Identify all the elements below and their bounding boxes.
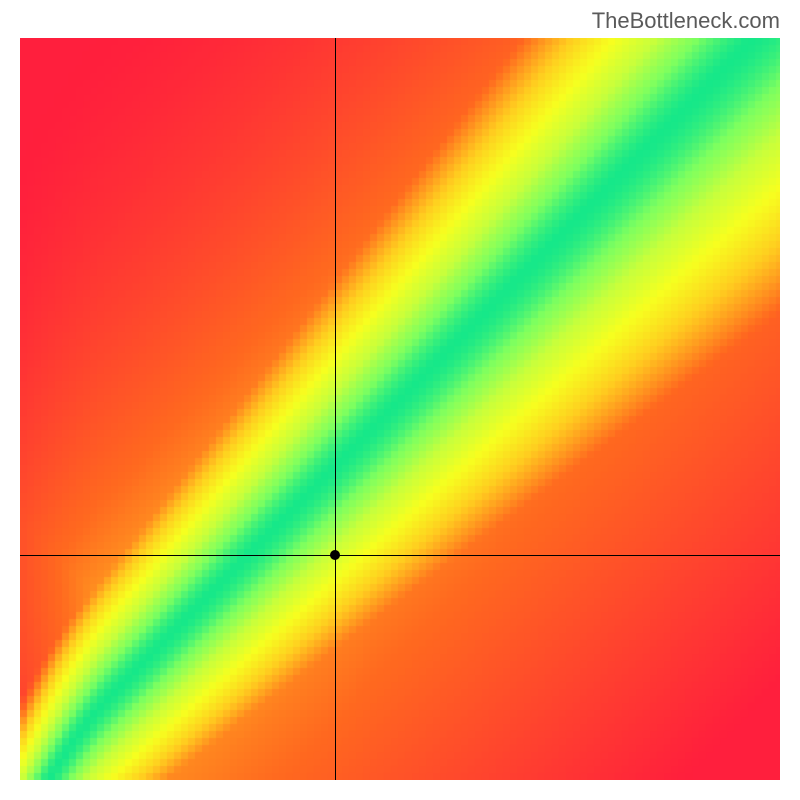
watermark-text: TheBottleneck.com — [592, 8, 780, 34]
crosshair-horizontal — [20, 555, 780, 556]
heatmap-chart — [20, 38, 780, 780]
crosshair-vertical — [335, 38, 336, 780]
marker-point — [330, 550, 340, 560]
heatmap-canvas — [20, 38, 780, 780]
